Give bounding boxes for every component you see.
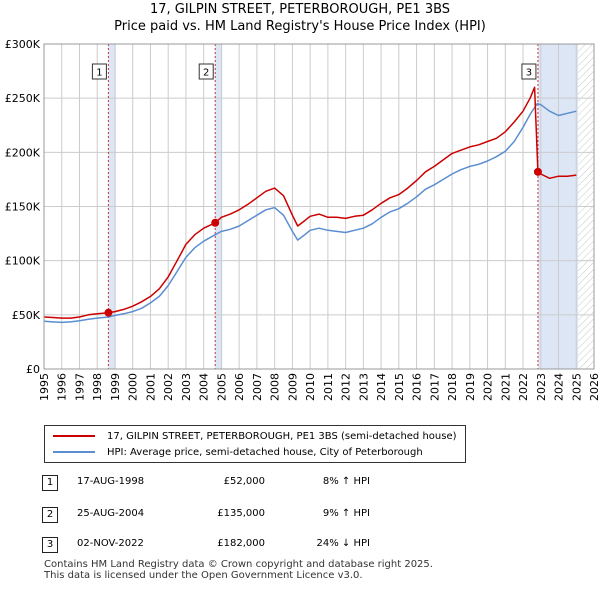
- legend-swatch-property: [53, 435, 95, 437]
- x-tick-label: 1998: [91, 373, 104, 401]
- sale-point-2: [211, 218, 220, 227]
- x-tick-label: 2021: [499, 373, 512, 401]
- transaction-hpi: 8% ↑ HPI: [322, 476, 370, 487]
- footer-copyright: Contains HM Land Registry data © Crown c…: [44, 559, 433, 570]
- x-tick-label: 2010: [304, 373, 317, 401]
- x-tick-label: 2024: [553, 373, 566, 401]
- transaction-badge: 2: [42, 507, 58, 523]
- x-tick-label: 2018: [446, 373, 459, 401]
- x-tick-label: 2004: [198, 373, 211, 401]
- transaction-date: 02-NOV-2022: [77, 538, 144, 549]
- transaction-hpi: 9% ↑ HPI: [322, 508, 370, 519]
- x-tick-label: 2005: [215, 373, 228, 401]
- sale-point-3: [533, 167, 542, 176]
- x-tick-label: 2026: [588, 373, 600, 401]
- transaction-date: 17-AUG-1998: [77, 476, 145, 487]
- x-tick-label: 2023: [535, 373, 548, 401]
- x-tick-label: 2009: [286, 373, 299, 401]
- legend-label-property: 17, GILPIN STREET, PETERBOROUGH, PE1 3BS…: [107, 430, 457, 442]
- x-tick-label: 2017: [428, 373, 441, 401]
- x-tick-label: 2000: [127, 373, 140, 401]
- chart-title: 17, GILPIN STREET, PETERBOROUGH, PE1 3BS: [149, 2, 451, 17]
- marker-label-3: 3: [526, 68, 532, 79]
- x-tick-label: 1996: [56, 373, 69, 401]
- marker-box-2: [198, 63, 214, 80]
- legend-item-property: 17, GILPIN STREET, PETERBOROUGH, PE1 3BS…: [53, 429, 457, 443]
- x-tick-label: 2011: [322, 373, 335, 401]
- x-tick-label: 2003: [180, 373, 193, 401]
- marker-label-2: 2: [203, 68, 209, 79]
- y-tick-label: £100K: [5, 255, 41, 268]
- x-tick-label: 2022: [517, 373, 530, 401]
- y-tick-label: £250K: [5, 92, 41, 105]
- transaction-price: £135,000: [217, 508, 265, 519]
- transaction-badge: 3: [42, 537, 58, 553]
- y-tick-label: £50K: [12, 309, 41, 322]
- legend-item-hpi: HPI: Average price, semi-detached house,…: [53, 445, 423, 459]
- transaction-price: £52,000: [223, 476, 265, 487]
- x-tick-label: 1997: [73, 373, 86, 401]
- legend-swatch-hpi: [53, 451, 95, 453]
- footer-licence: This data is licensed under the Open Gov…: [44, 570, 363, 581]
- x-tick-label: 1999: [109, 373, 122, 401]
- legend-label-hpi: HPI: Average price, semi-detached house,…: [107, 446, 423, 458]
- marker-box-3: [521, 63, 537, 80]
- x-tick-label: 2002: [162, 373, 175, 401]
- x-tick-label: 2014: [375, 373, 388, 401]
- y-tick-label: £0: [26, 363, 40, 376]
- x-tick-label: 2013: [357, 373, 370, 401]
- marker-box-1: [91, 63, 107, 80]
- x-tick-label: 2006: [233, 373, 246, 401]
- transaction-date: 25-AUG-2004: [77, 508, 145, 519]
- series-line-hpi: [43, 102, 577, 324]
- y-tick-label: £200K: [5, 146, 41, 159]
- price-chart: 1 2 3 £0 £50K £100K £150K £200K £250K £300K 1995 19…: [5, 38, 600, 401]
- x-tick-label: 2015: [393, 373, 406, 401]
- x-tick-label: 2025: [570, 373, 583, 401]
- x-tick-label: 2007: [251, 373, 264, 401]
- x-tick-label: 2019: [464, 373, 477, 401]
- y-tick-label: £300K: [5, 38, 41, 51]
- x-tick-label: 1995: [38, 373, 51, 401]
- transaction-badge: 1: [42, 475, 58, 491]
- transaction-price: £182,000: [217, 538, 265, 549]
- transaction-hpi: 24% ↓ HPI: [316, 538, 370, 549]
- x-tick-label: 2008: [269, 373, 282, 401]
- y-tick-label: £150K: [5, 201, 41, 214]
- x-tick-label: 2012: [340, 373, 353, 401]
- chart-subtitle: Price paid vs. HM Land Registry's House …: [114, 19, 486, 34]
- series-line-property: [43, 86, 577, 319]
- legend: 17, GILPIN STREET, PETERBOROUGH, PE1 3BS…: [44, 425, 466, 463]
- sale-point-1: [104, 308, 113, 317]
- x-tick-label: 2020: [482, 373, 495, 401]
- x-tick-label: 2016: [411, 373, 424, 401]
- x-tick-label: 2001: [144, 373, 157, 401]
- plot-frame: [43, 43, 595, 370]
- marker-label-1: 1: [96, 68, 102, 79]
